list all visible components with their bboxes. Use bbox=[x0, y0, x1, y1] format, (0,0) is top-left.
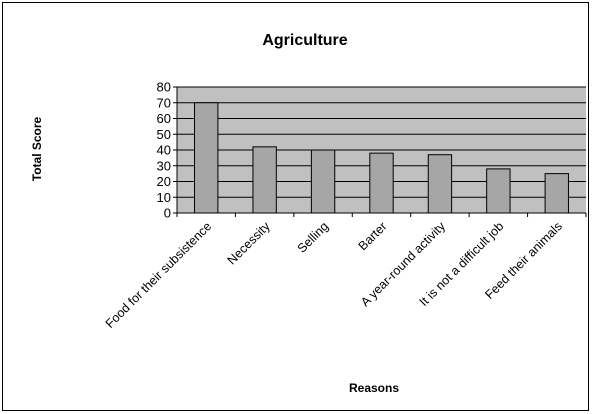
y-axis-label: Total Score bbox=[30, 116, 44, 181]
y-tick-label: 0 bbox=[164, 206, 171, 221]
bar bbox=[427, 154, 453, 214]
bar bbox=[486, 168, 511, 214]
x-tick-label: Barter bbox=[356, 219, 390, 253]
bar bbox=[310, 149, 336, 214]
y-tick-label: 70 bbox=[157, 95, 171, 110]
y-tick-label: 20 bbox=[157, 174, 171, 189]
bar bbox=[194, 102, 219, 214]
bar bbox=[369, 152, 394, 214]
bar bbox=[544, 173, 569, 214]
y-tick-label: 30 bbox=[157, 158, 171, 173]
y-tick-label: 40 bbox=[157, 143, 171, 158]
x-axis-label: Reasons bbox=[349, 381, 399, 395]
y-tick-label: 50 bbox=[157, 127, 171, 142]
x-tick-label: Selling bbox=[295, 219, 331, 255]
y-tick-label: 10 bbox=[157, 190, 171, 205]
y-tick-label: 80 bbox=[157, 80, 171, 95]
x-tick-label: Food for their subsistence bbox=[103, 219, 215, 331]
bar bbox=[252, 146, 277, 214]
chart-title: Agriculture bbox=[262, 32, 347, 49]
y-tick-label: 60 bbox=[157, 111, 171, 126]
x-tick-label: Necessity bbox=[225, 219, 274, 268]
